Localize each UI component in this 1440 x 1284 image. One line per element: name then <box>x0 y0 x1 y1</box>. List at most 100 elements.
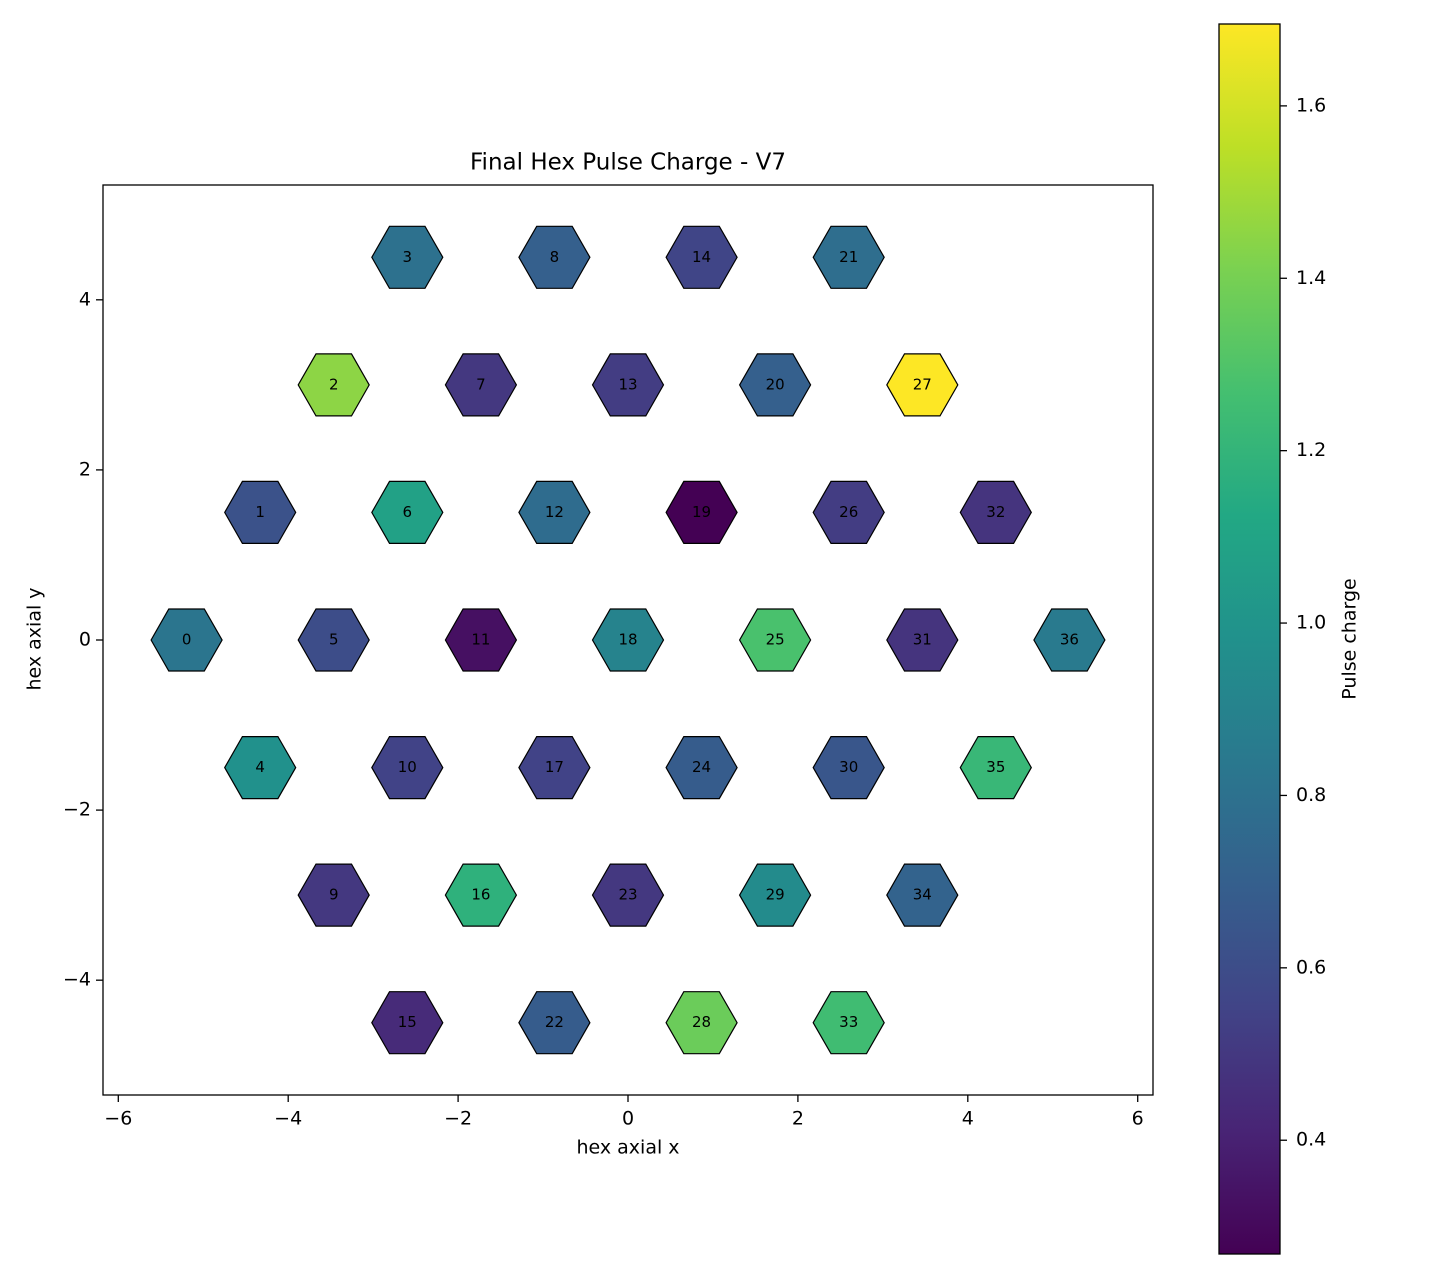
hex-label: 13 <box>618 375 637 393</box>
hex-label: 11 <box>471 631 490 649</box>
hex-label: 34 <box>913 886 932 904</box>
chart-title: Final Hex Pulse Charge - V7 <box>470 150 786 176</box>
hex-cell <box>297 608 370 672</box>
hex-label: 25 <box>766 631 785 649</box>
hex-label: 35 <box>986 758 1005 776</box>
hex-cell <box>886 863 959 927</box>
hex-label: 31 <box>913 631 932 649</box>
hex-label: 22 <box>545 1013 564 1031</box>
hex-label: 33 <box>839 1013 858 1031</box>
hex-cell <box>886 353 959 417</box>
hex-cell <box>150 608 223 672</box>
colorbar-label: Pulse charge <box>1339 578 1361 699</box>
hex-cell <box>812 991 885 1055</box>
hex-cell <box>518 991 591 1055</box>
hex-cell <box>591 608 665 672</box>
hex-label: 6 <box>403 503 413 521</box>
hex-label: 8 <box>550 248 560 266</box>
hex-label: 5 <box>329 631 339 649</box>
hex-cell <box>371 991 444 1055</box>
hex-cell <box>812 735 885 800</box>
x-tick-label: −2 <box>444 1108 472 1130</box>
hex-cell <box>959 480 1032 545</box>
hex-label: 16 <box>471 886 490 904</box>
hex-label: 0 <box>182 631 192 649</box>
hex-label: 18 <box>618 631 637 649</box>
colorbar-tick-label: 1.0 <box>1296 612 1326 634</box>
hex-label: 10 <box>398 758 417 776</box>
hex-cell <box>297 353 370 417</box>
hex-cell <box>665 991 738 1055</box>
colorbar-tick-label: 1.6 <box>1296 94 1326 116</box>
x-tick-label: −4 <box>274 1108 302 1130</box>
x-tick-label: −6 <box>104 1108 132 1130</box>
hex-label: 9 <box>329 886 339 904</box>
hex-cell <box>518 735 591 800</box>
hex-label: 29 <box>766 886 785 904</box>
hex-cell <box>812 480 885 545</box>
x-tick-label: 2 <box>792 1108 804 1130</box>
hex-cell <box>738 353 812 417</box>
hex-label: 3 <box>403 248 413 266</box>
hex-cell <box>518 480 591 545</box>
hex-label: 17 <box>545 758 564 776</box>
colorbar-tick-label: 0.6 <box>1296 956 1326 978</box>
x-tick-label: 6 <box>1132 1108 1144 1130</box>
y-tick-label: 2 <box>79 458 91 480</box>
hex-label: 24 <box>692 758 711 776</box>
hex-label: 7 <box>476 375 486 393</box>
hex-cell <box>224 735 297 800</box>
hex-label: 15 <box>398 1013 417 1031</box>
hex-cell <box>665 225 738 289</box>
hex-cell <box>371 735 444 800</box>
hex-label: 26 <box>839 503 858 521</box>
hex-label: 14 <box>692 248 711 266</box>
y-tick-label: 0 <box>79 629 91 651</box>
x-tick-label: 4 <box>962 1108 974 1130</box>
hex-cell <box>812 225 885 289</box>
hex-label: 30 <box>839 758 858 776</box>
hex-label: 28 <box>692 1013 711 1031</box>
hex-label: 20 <box>766 375 785 393</box>
hex-cell <box>665 735 738 800</box>
hex-label: 23 <box>618 886 637 904</box>
colorbar-tick-label: 0.8 <box>1296 784 1326 806</box>
hex-label: 4 <box>255 758 265 776</box>
colorbar-tick-label: 0.4 <box>1296 1129 1326 1151</box>
hex-cell <box>444 353 518 417</box>
hex-cell <box>591 353 665 417</box>
hex-cell <box>297 863 370 927</box>
hex-cell <box>1033 608 1106 672</box>
hex-cell <box>665 480 738 545</box>
hex-cell <box>518 225 591 289</box>
hex-cell <box>886 608 959 672</box>
hex-label: 32 <box>986 503 1005 521</box>
y-tick-label: −2 <box>63 799 91 821</box>
colorbar-tick-label: 1.4 <box>1296 267 1326 289</box>
hex-cell <box>224 480 297 545</box>
hex-cell <box>371 225 444 289</box>
hex-cell <box>591 863 665 927</box>
hex-cell <box>738 608 812 672</box>
y-axis-label: hex axial y <box>24 587 46 690</box>
hex-label: 19 <box>692 503 711 521</box>
x-tick-label: 0 <box>622 1108 634 1130</box>
hex-cell <box>371 480 444 545</box>
hex-label: 2 <box>329 375 339 393</box>
colorbar <box>1218 23 1281 1255</box>
hex-cell <box>738 863 812 927</box>
hex-cell <box>444 863 518 927</box>
hex-label: 27 <box>913 375 932 393</box>
hex-label: 36 <box>1060 631 1079 649</box>
hex-cell <box>959 735 1032 800</box>
y-tick-label: 4 <box>79 288 91 310</box>
hex-label: 12 <box>545 503 564 521</box>
hex-label: 1 <box>255 503 265 521</box>
x-axis-label: hex axial x <box>576 1137 679 1159</box>
hex-label: 21 <box>839 248 858 266</box>
hex-cell <box>444 608 518 672</box>
y-tick-label: −4 <box>63 969 91 991</box>
colorbar-tick-label: 1.2 <box>1296 439 1326 461</box>
